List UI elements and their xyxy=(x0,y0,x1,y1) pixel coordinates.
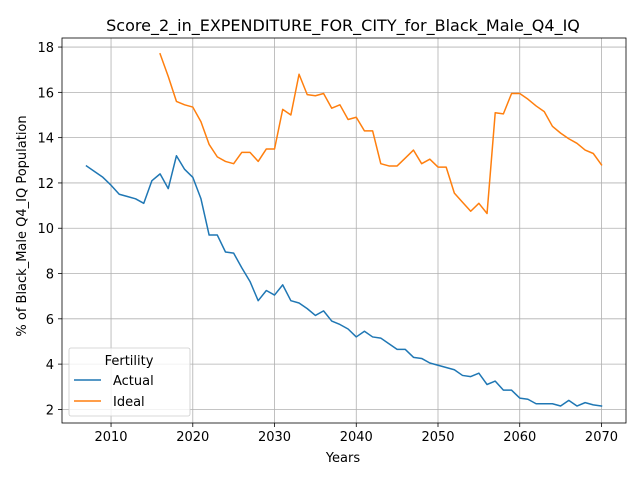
plot-frame xyxy=(61,37,627,424)
series-line-actual xyxy=(85,155,603,407)
y-tick-label: 2 xyxy=(46,403,54,418)
y-tick-label: 6 xyxy=(46,313,54,328)
legend-label-actual: Actual xyxy=(113,374,154,389)
y-tick-label: 14 xyxy=(37,132,54,147)
x-tick-label: 2060 xyxy=(503,430,536,445)
x-axis: 2010 2020 2030 2040 2050 2060 2070 xyxy=(94,423,618,445)
chart-title: Score_2_in_EXPENDITURE_FOR_CITY_for_Blac… xyxy=(106,16,580,36)
x-tick-label: 2010 xyxy=(94,430,127,445)
y-axis-label: % of Black_Male Q4_IQ Population xyxy=(15,115,30,336)
x-tick-label: 2040 xyxy=(340,430,373,445)
y-tick-label: 16 xyxy=(37,86,54,101)
legend: Fertility Actual Ideal xyxy=(68,347,191,417)
legend-box xyxy=(68,347,191,417)
x-tick-label: 2050 xyxy=(421,430,454,445)
y-tick-label: 8 xyxy=(46,268,54,283)
y-tick-label: 4 xyxy=(46,358,54,373)
legend-title: Fertility xyxy=(105,354,154,369)
y-axis: 2 4 6 8 10 12 14 16 18 xyxy=(37,41,62,418)
x-tick-label: 2030 xyxy=(258,430,291,445)
y-tick-label: 10 xyxy=(37,222,54,237)
y-tick-label: 12 xyxy=(37,177,54,192)
legend-label-ideal: Ideal xyxy=(113,395,145,410)
y-tick-label: 18 xyxy=(37,41,54,56)
grid xyxy=(62,38,626,423)
x-axis-label: Years xyxy=(325,451,361,466)
series-line-ideal xyxy=(159,52,603,215)
series-layer xyxy=(85,52,603,407)
x-tick-label: 2020 xyxy=(176,430,209,445)
x-tick-label: 2070 xyxy=(585,430,618,445)
